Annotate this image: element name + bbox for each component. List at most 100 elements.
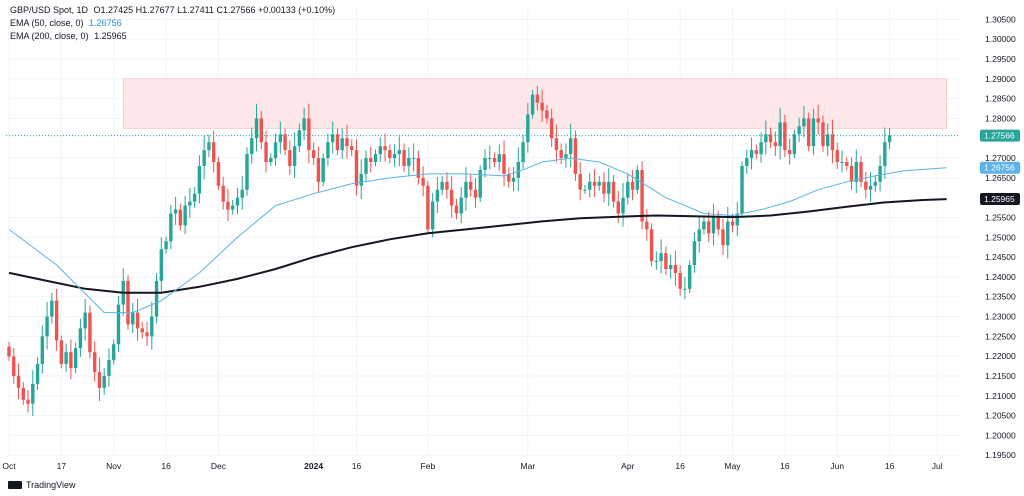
candle-body (597, 181, 601, 186)
last-price-tag: 1.27566 (984, 131, 1015, 141)
x-tick-label: Oct (2, 461, 16, 471)
candle (835, 142, 839, 169)
y-tick-label: 1.28500 (985, 94, 1016, 104)
candle-body (535, 94, 540, 103)
candle (545, 104, 549, 124)
candle (250, 127, 254, 164)
candle (245, 147, 249, 196)
ema50-price-tag-bg (980, 161, 1020, 174)
candle (321, 153, 325, 187)
candle-body (459, 197, 463, 214)
candle (640, 161, 644, 230)
candle (102, 368, 106, 395)
candle (164, 236, 168, 254)
candle-body (383, 146, 387, 151)
last-price-tag-bg (980, 129, 1020, 142)
ema50-legend[interactable]: EMA (50, close, 0) 1.26756 (10, 18, 122, 28)
candle-body (135, 312, 140, 329)
candle-body (602, 181, 606, 194)
candle-body (78, 328, 83, 349)
candle (307, 103, 311, 164)
y-tick-label: 1.23500 (985, 292, 1016, 302)
candle (849, 157, 854, 190)
candle (64, 343, 68, 372)
candle (583, 184, 587, 195)
candle-body (245, 154, 249, 190)
candle (7, 341, 11, 361)
x-tick-label: 17 (57, 461, 67, 471)
tradingview-logo[interactable]: TradingView (8, 480, 76, 490)
candle-body (45, 316, 49, 337)
candle (235, 187, 240, 215)
candle-body (735, 213, 739, 226)
candle (478, 165, 482, 202)
candle-body (292, 146, 297, 166)
candle-body (392, 154, 397, 159)
candle (40, 325, 45, 374)
candle (664, 246, 668, 276)
candle (154, 273, 159, 324)
candle (578, 162, 582, 201)
candle (378, 137, 382, 162)
candle-body (73, 348, 78, 369)
ema200-legend[interactable]: EMA (200, close, 0) 1.25965 (10, 31, 127, 41)
candle-body (426, 185, 430, 230)
candle-body (192, 193, 197, 202)
candle (116, 295, 121, 353)
candle (35, 357, 40, 390)
y-tick-label: 1.22000 (985, 351, 1016, 361)
candle (611, 175, 616, 208)
candle (740, 161, 744, 218)
candle-body (154, 280, 159, 317)
candle-body (483, 158, 487, 170)
candles (7, 85, 892, 416)
candle (264, 130, 268, 173)
candle (73, 342, 78, 374)
candle (135, 298, 140, 341)
candle-body (388, 150, 392, 159)
candle (797, 117, 801, 143)
candle-body (568, 138, 573, 155)
candle (178, 203, 183, 231)
candle (373, 149, 378, 167)
candle-body (278, 134, 283, 143)
candle-body (288, 150, 292, 166)
candle (107, 348, 111, 387)
candle-body (107, 360, 111, 376)
candle (392, 144, 397, 167)
x-tick-label: Mar (521, 461, 536, 471)
candle (254, 103, 259, 152)
price-tags: 1.27566 1.26756 1.25965 (980, 129, 1020, 206)
candle (407, 147, 411, 176)
candle (568, 123, 573, 168)
candle (588, 173, 592, 198)
candle-body (492, 158, 497, 163)
candle (169, 204, 173, 250)
candle-body (454, 205, 459, 214)
y-tick-label: 1.21000 (985, 391, 1016, 401)
candle (697, 216, 701, 253)
candle-body (611, 181, 616, 202)
candle-body (583, 189, 587, 191)
candle (297, 123, 302, 153)
candle-body (7, 346, 11, 357)
candle-body (588, 181, 592, 190)
candle-body (40, 336, 45, 365)
candle (726, 206, 730, 259)
y-tick-label: 1.29500 (985, 54, 1016, 64)
candle-body (169, 213, 173, 242)
candle-body (407, 158, 411, 166)
candle-body (16, 375, 21, 388)
candle (521, 134, 525, 169)
y-tick-label: 1.28000 (985, 113, 1016, 123)
candle-body (435, 189, 440, 202)
candle (426, 181, 430, 234)
candle (759, 132, 763, 163)
candle-body (868, 185, 873, 190)
candle (721, 218, 725, 255)
candle (702, 215, 706, 235)
candle-body (488, 158, 492, 160)
candle (607, 168, 611, 207)
